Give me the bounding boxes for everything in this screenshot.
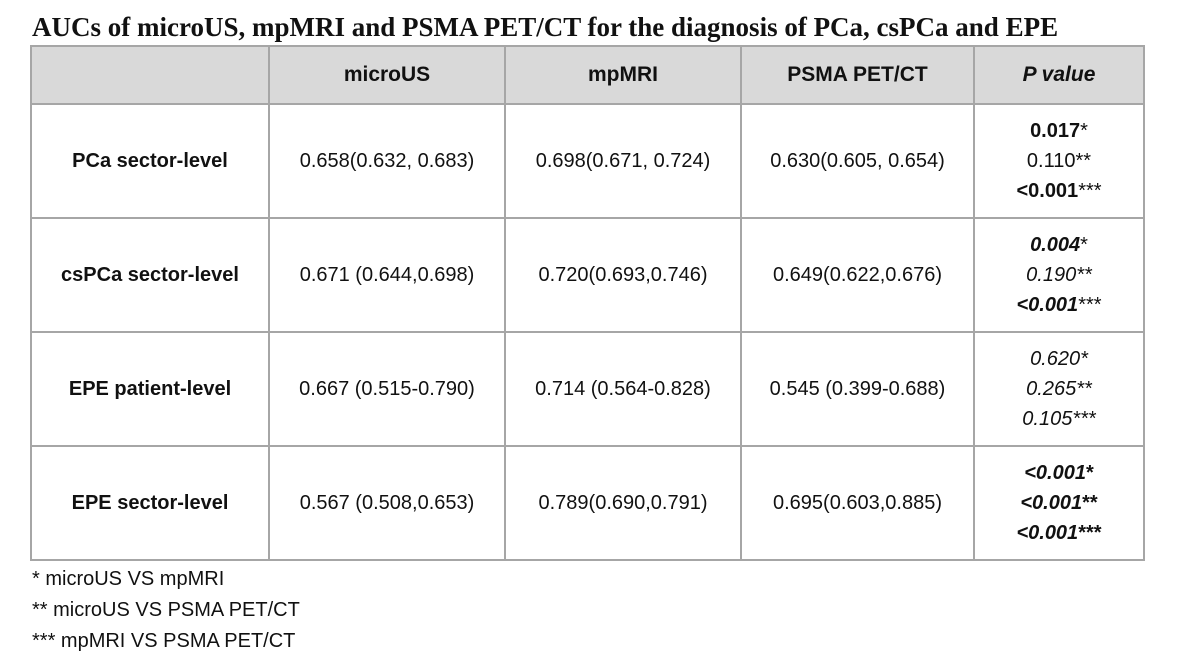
header-cell: microUS (268, 45, 506, 105)
auc-cell: 0.630(0.605, 0.654) (740, 103, 975, 219)
header-cell (30, 45, 270, 105)
auc-cell: 0.649(0.622,0.676) (740, 217, 975, 333)
p-marker: ** (1075, 150, 1092, 172)
header-cell: PSMA PET/CT (740, 45, 975, 105)
p-marker: * (1080, 348, 1088, 370)
p-value-cell: 0.017* 0.110** <0.001*** (973, 103, 1145, 219)
p-value: 0.620 (1030, 348, 1081, 370)
footnote: * microUS VS mpMRI (32, 568, 225, 590)
row-label: PCa sector-level (30, 103, 270, 219)
row-label: EPE sector-level (30, 445, 270, 561)
p-value: 0.004 (1030, 234, 1081, 256)
p-value: <0.001 (1016, 522, 1079, 544)
p-marker: ** (1076, 378, 1092, 400)
p-value: 0.105 (1022, 408, 1073, 430)
p-value-line: <0.001*** (975, 518, 1143, 548)
p-marker: ** (1082, 492, 1098, 514)
header-text: microUS (343, 63, 431, 86)
p-value-cell: <0.001* <0.001** <0.001*** (973, 445, 1145, 561)
row-label: EPE patient-level (30, 331, 270, 447)
p-value: 0.265 (1026, 378, 1077, 400)
footnote: ** microUS VS PSMA PET/CT (32, 599, 300, 621)
auc-cell: 0.720(0.693,0.746) (504, 217, 742, 333)
header-cell: P value (973, 45, 1145, 105)
auc-cell: 0.789(0.690,0.791) (504, 445, 742, 561)
p-value: <0.001 (1024, 462, 1086, 484)
p-marker: *** (1078, 180, 1102, 202)
p-value-line: <0.001* (975, 458, 1143, 488)
footnotes: * microUS VS mpMRI ** microUS VS PSMA PET… (32, 564, 300, 657)
p-value-line: <0.001*** (975, 176, 1143, 206)
table-body: PCa sector-level 0.658(0.632, 0.683) 0.698… (30, 103, 1145, 561)
p-value-line: 0.017* (975, 116, 1143, 146)
p-marker: *** (1078, 522, 1102, 544)
p-value: <0.001 (1016, 180, 1079, 202)
p-marker: *** (1072, 408, 1096, 430)
auc-cell: 0.698(0.671, 0.724) (504, 103, 742, 219)
title: AUCs of microUS, mpMRI and PSMA PET/CT f… (32, 12, 1059, 42)
p-value-line: 0.110** (975, 146, 1143, 176)
p-value: 0.110 (1026, 150, 1076, 172)
header-text: P value (1022, 63, 1096, 86)
auc-cell: 0.545 (0.399-0.688) (740, 331, 975, 447)
header-text: mpMRI (588, 63, 658, 86)
auc-cell: 0.671 (0.644,0.698) (268, 217, 506, 333)
p-marker: *** (1078, 294, 1102, 316)
p-value-line: 0.265** (975, 374, 1143, 404)
p-value-line: 0.004* (975, 230, 1143, 260)
p-value-line: 0.105*** (975, 404, 1143, 434)
table-row: EPE patient-level 0.667 (0.515-0.790) 0.71… (30, 331, 1145, 447)
footnote: *** mpMRI VS PSMA PET/CT (32, 630, 296, 652)
p-value-line: <0.001** (975, 488, 1143, 518)
auc-cell: 0.658(0.632, 0.683) (268, 103, 506, 219)
p-marker: * (1080, 120, 1088, 142)
header-cell: mpMRI (504, 45, 742, 105)
p-value-line: <0.001*** (975, 290, 1143, 320)
p-value: 0.190 (1026, 264, 1077, 286)
table-row: PCa sector-level 0.658(0.632, 0.683) 0.698… (30, 103, 1145, 219)
auc-cell: 0.695(0.603,0.885) (740, 445, 975, 561)
p-marker: * (1085, 462, 1094, 484)
p-value-cell: 0.620* 0.265** 0.105*** (973, 331, 1145, 447)
p-value-line: 0.620* (975, 344, 1143, 374)
p-value: 0.017 (1030, 120, 1081, 142)
p-marker: * (1080, 234, 1088, 256)
p-value: <0.001 (1016, 294, 1079, 316)
auc-cell: 0.567 (0.508,0.653) (268, 445, 506, 561)
p-value-line: 0.190** (975, 260, 1143, 290)
p-value-cell: 0.004* 0.190** <0.001*** (973, 217, 1145, 333)
header-row: microUS mpMRI PSMA PET/CT P value (30, 45, 1145, 105)
table-row: csPCa sector-level 0.671 (0.644,0.698) 0.7… (30, 217, 1145, 333)
auc-cell: 0.667 (0.515-0.790) (268, 331, 506, 447)
row-label: csPCa sector-level (30, 217, 270, 333)
auc-table: microUS mpMRI PSMA PET/CT P value PCa secto… (30, 45, 1145, 561)
auc-cell: 0.714 (0.564-0.828) (504, 331, 742, 447)
p-marker: ** (1076, 264, 1092, 286)
table-row: EPE sector-level 0.567 (0.508,0.653) 0.789… (30, 445, 1145, 561)
header-text: PSMA PET/CT (787, 63, 928, 86)
p-value: <0.001 (1020, 492, 1083, 514)
